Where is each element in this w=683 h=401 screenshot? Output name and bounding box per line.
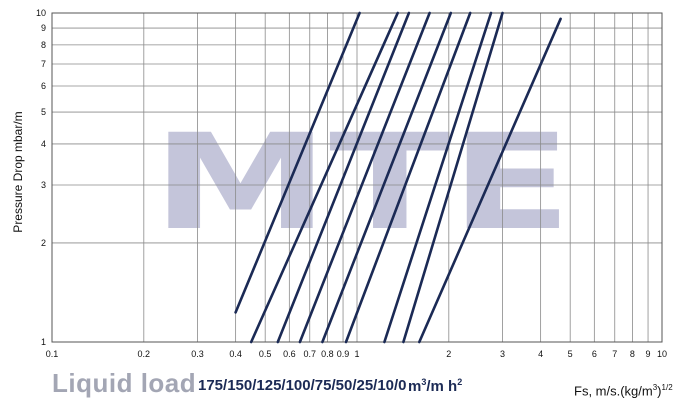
x-tick-label: 0.2	[138, 349, 151, 359]
x-tick-label: 7	[612, 349, 617, 359]
y-tick-label: 5	[41, 107, 46, 117]
y-axis-label: Pressure Drop mbar/m	[11, 111, 25, 232]
x-tick-label: 0.1	[46, 349, 59, 359]
y-tick-label: 7	[41, 59, 46, 69]
y-tick-label: 3	[41, 180, 46, 190]
liquid-load-unit-prefix: m	[408, 378, 422, 395]
x-axis-label-sup2: 1/2	[661, 383, 673, 392]
x-axis-label-close: )	[657, 383, 662, 399]
x-tick-label: 5	[568, 349, 573, 359]
liquid-load-unit-sup2: 2	[457, 377, 463, 387]
x-axis-label: Fs, m/s.(kg/m3)1/2	[574, 383, 673, 398]
y-tick-label: 2	[41, 238, 46, 248]
series-lines	[234, 11, 562, 344]
liquid-load-unit-mid: /m h	[426, 378, 458, 395]
liquid-load-values: 175/150/125/100/75/50/25/10/0	[198, 377, 407, 394]
x-axis-label-main: Fs, m/s.(kg/m	[574, 383, 653, 399]
x-tick-label: 0.6	[283, 349, 296, 359]
y-tick-label: 10	[36, 8, 46, 18]
y-tick-label: 1	[41, 337, 46, 347]
series-line-75	[321, 11, 453, 344]
x-tick-label: 0.5	[259, 349, 272, 359]
series-line-0	[417, 17, 562, 344]
liquid-load-unit-sup: 3	[421, 377, 427, 387]
series-line-10	[402, 11, 504, 344]
x-tick-label: 0.4	[229, 349, 242, 359]
x-tick-label: 0.8	[321, 349, 334, 359]
series-line-100	[298, 11, 431, 344]
series-line-175	[234, 11, 361, 314]
y-tick-label: 4	[41, 139, 46, 149]
y-tick-label: 6	[41, 81, 46, 91]
series-line-25	[383, 11, 493, 344]
x-tick-label: 0.9	[337, 349, 350, 359]
y-tick-label: 9	[41, 23, 46, 33]
x-tick-label: 6	[592, 349, 597, 359]
x-tick-label: 8	[630, 349, 635, 359]
x-tick-label: 3	[500, 349, 505, 359]
liquid-load-unit: m3/m h2	[408, 377, 462, 395]
grid	[51, 12, 663, 343]
liquid-load-label: Liquid load	[52, 368, 197, 398]
y-tick-labels: 1 2 3 4 5 6 7 8 9 10	[36, 8, 46, 347]
plot-frame	[51, 12, 663, 343]
x-tick-label: 2	[446, 349, 451, 359]
x-tick-label: 9	[646, 349, 651, 359]
x-tick-label: 10	[657, 349, 667, 359]
series-line-125	[276, 11, 411, 344]
x-tick-label: 0.3	[191, 349, 204, 359]
x-tick-label: 4	[538, 349, 543, 359]
x-axis-label-sup: 3	[652, 383, 658, 392]
x-tick-labels: 0.1 0.2 0.3 0.4 0.5 0.6 0.7 0.8 0.9 1 2 3 4 5 6 7 8 9 10	[46, 349, 667, 359]
y-tick-label: 8	[41, 40, 46, 50]
x-tick-label: 1	[354, 349, 359, 359]
series-line-50	[344, 11, 472, 344]
series-line-150	[249, 11, 400, 344]
x-tick-label: 0.7	[303, 349, 316, 359]
